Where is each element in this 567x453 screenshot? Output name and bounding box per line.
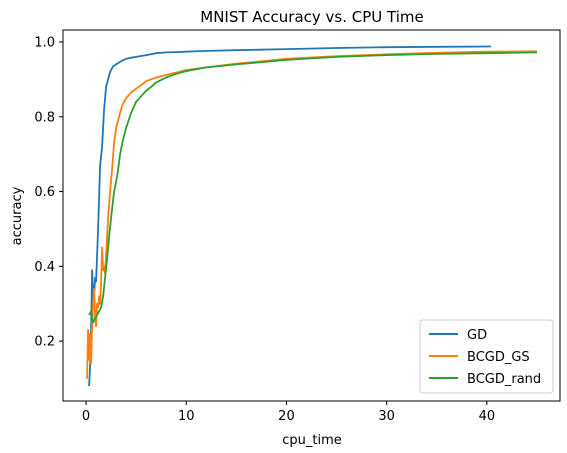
legend-box — [419, 319, 554, 394]
x-tick-label: 10 — [178, 409, 195, 424]
series-line-gd — [88, 45, 491, 387]
y-axis-label: accuracy — [10, 186, 25, 245]
y-tick-label: 1.0 — [34, 35, 55, 50]
legend-label-bcgd-gs: BCGD_GS — [467, 350, 530, 365]
x-tick-label: 0 — [82, 409, 90, 424]
plot-area — [86, 45, 538, 387]
y-tick-label: 0.8 — [34, 110, 55, 125]
x-tick-label: 20 — [278, 409, 295, 424]
y-axis: 0.2 0.4 0.6 0.8 1.0 — [34, 35, 63, 350]
x-axis: 0 10 20 30 40 — [82, 401, 495, 424]
x-tick-label: 30 — [378, 409, 395, 424]
y-tick-label: 0.2 — [34, 335, 55, 350]
x-tick-label: 40 — [479, 409, 496, 424]
y-tick-label: 0.4 — [34, 260, 55, 275]
y-tick-label: 0.6 — [34, 185, 55, 200]
legend-label-bcgd-rand: BCGD_rand — [467, 372, 541, 387]
chart-title: MNIST Accuracy vs. CPU Time — [200, 8, 424, 26]
legend-label-gd: GD — [467, 328, 487, 343]
series-line-bcgd-rand — [88, 51, 538, 324]
legend: GD BCGD_GS BCGD_rand — [419, 319, 554, 394]
plot-frame — [62, 29, 561, 402]
x-axis-label: cpu_time — [282, 433, 342, 448]
